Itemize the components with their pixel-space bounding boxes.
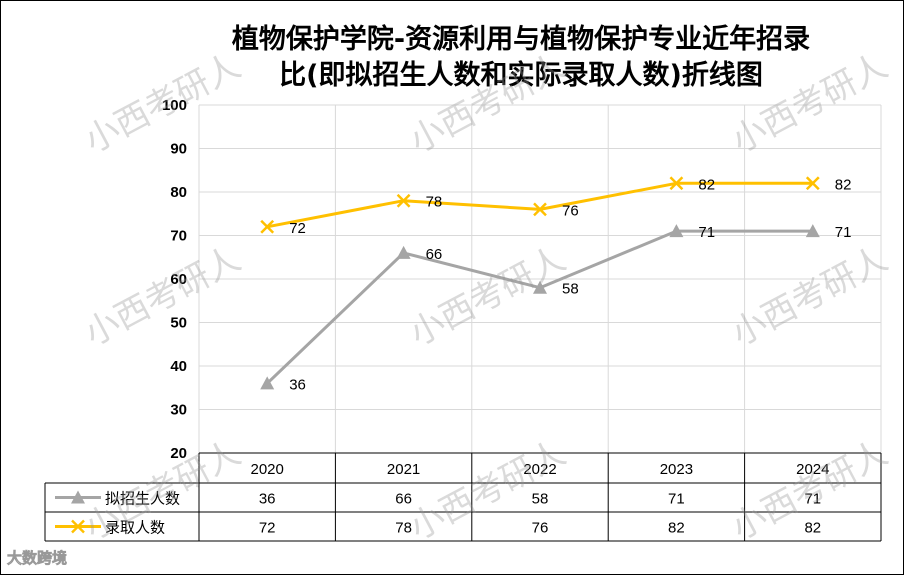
data-point-marker: [805, 224, 820, 238]
y-tick-label: 30: [170, 402, 187, 419]
data-label: 76: [562, 202, 579, 219]
table-cell: 71: [804, 491, 821, 508]
table-cell: 58: [532, 491, 549, 508]
data-label: 72: [289, 220, 306, 237]
table-cell: 78: [395, 520, 412, 537]
y-tick-label: 50: [170, 315, 187, 332]
data-point-marker: [533, 280, 547, 294]
data-label: 82: [835, 176, 852, 193]
table-cell: 71: [668, 491, 685, 508]
series-layer: 36 66 58 71 71 72 78 76 82 82: [260, 176, 851, 393]
table-cell: 66: [395, 491, 412, 508]
x-category-label: 2024: [796, 461, 829, 478]
legend-swatch-marker: [71, 519, 85, 534]
data-label: 71: [698, 224, 715, 241]
marker-stroke: [533, 202, 547, 217]
series-line-2: [266, 181, 813, 229]
data-point-marker: [260, 376, 275, 390]
y-tick-label: 80: [170, 184, 187, 201]
marker-stroke: [805, 176, 820, 191]
source-logo: 大数跨境: [7, 549, 68, 568]
series-line-1: [266, 229, 813, 385]
legend-swatch-marker: [71, 490, 85, 504]
x-category-label: 2021: [387, 461, 420, 478]
data-label: 71: [835, 224, 852, 241]
x-category-label: 2023: [660, 461, 693, 478]
y-tick-label: 70: [170, 228, 187, 245]
data-label: 78: [426, 194, 443, 211]
data-label: 82: [698, 176, 715, 193]
marker-stroke: [71, 519, 85, 534]
data-table: 2020 2021 2022 2023 2024 拟招生人数 36 66 58 71 71 录取人数 7…: [44, 452, 882, 542]
y-tick-label: 60: [170, 271, 187, 288]
marker-stroke: [396, 193, 411, 208]
y-tick-label: 40: [170, 358, 187, 375]
data-point-marker: [805, 176, 820, 191]
table-cell: 36: [259, 491, 276, 508]
data-label: 66: [426, 246, 443, 263]
marker-stroke: [669, 176, 684, 191]
data-point-marker: [396, 245, 411, 259]
table-cell: 72: [259, 520, 276, 537]
data-label: 58: [562, 281, 579, 298]
table-cell: 82: [668, 520, 685, 537]
data-point-marker: [533, 202, 547, 217]
table-cell: 76: [532, 520, 549, 537]
legend-label: 拟招生人数: [105, 490, 180, 508]
data-point-marker: [260, 219, 275, 234]
legend-label: 录取人数: [105, 519, 165, 537]
x-category-label: 2020: [251, 461, 284, 478]
chart-title-line2: 比(即拟招生人数和实际录取人数)折线图: [279, 60, 763, 91]
grid-lines: 20 30 40 50 60 70 80 90 100: [162, 97, 882, 462]
table-cell: 82: [804, 520, 821, 537]
data-point-marker: [669, 176, 684, 191]
chart-title-line1: 植物保护学院-资源利用与植物保护专业近年招录: [231, 24, 811, 55]
y-tick-label: 20: [170, 445, 187, 462]
y-tick-label: 90: [170, 141, 187, 158]
y-tick-label: 100: [162, 97, 187, 114]
marker-stroke: [260, 219, 275, 234]
x-category-label: 2022: [523, 461, 556, 478]
data-point-marker: [396, 193, 411, 208]
data-label: 36: [289, 376, 306, 393]
data-point-marker: [669, 224, 684, 238]
